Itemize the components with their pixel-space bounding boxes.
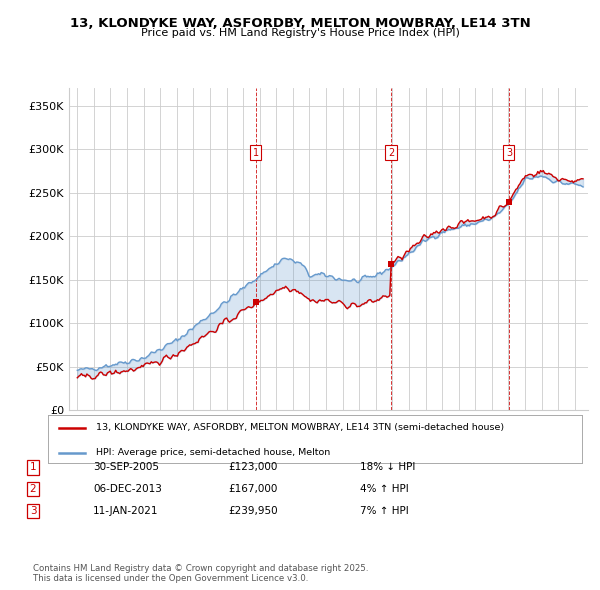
Text: Contains HM Land Registry data © Crown copyright and database right 2025.
This d: Contains HM Land Registry data © Crown c…	[33, 563, 368, 583]
Text: 1: 1	[253, 148, 259, 158]
Text: 18% ↓ HPI: 18% ↓ HPI	[360, 463, 415, 472]
Text: 30-SEP-2005: 30-SEP-2005	[93, 463, 159, 472]
Text: 7% ↑ HPI: 7% ↑ HPI	[360, 506, 409, 516]
Text: 3: 3	[29, 506, 37, 516]
Text: £167,000: £167,000	[228, 484, 277, 494]
Text: 2: 2	[29, 484, 37, 494]
Text: £123,000: £123,000	[228, 463, 277, 472]
Text: 1: 1	[29, 463, 37, 472]
Text: HPI: Average price, semi-detached house, Melton: HPI: Average price, semi-detached house,…	[96, 448, 331, 457]
Text: 11-JAN-2021: 11-JAN-2021	[93, 506, 158, 516]
Text: 13, KLONDYKE WAY, ASFORDBY, MELTON MOWBRAY, LE14 3TN: 13, KLONDYKE WAY, ASFORDBY, MELTON MOWBR…	[70, 17, 530, 30]
Text: 4% ↑ HPI: 4% ↑ HPI	[360, 484, 409, 494]
Text: 06-DEC-2013: 06-DEC-2013	[93, 484, 162, 494]
Text: £239,950: £239,950	[228, 506, 278, 516]
Text: 13, KLONDYKE WAY, ASFORDBY, MELTON MOWBRAY, LE14 3TN (semi-detached house): 13, KLONDYKE WAY, ASFORDBY, MELTON MOWBR…	[96, 424, 504, 432]
Text: Price paid vs. HM Land Registry's House Price Index (HPI): Price paid vs. HM Land Registry's House …	[140, 28, 460, 38]
Text: 3: 3	[506, 148, 512, 158]
Text: 2: 2	[388, 148, 394, 158]
